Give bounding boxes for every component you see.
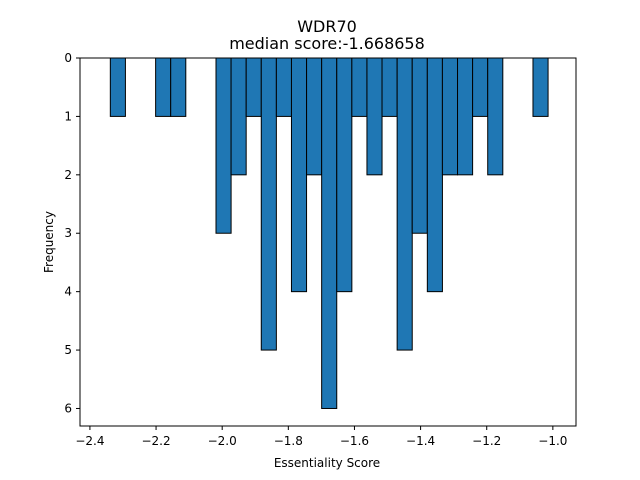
histogram-bar (260, 57, 277, 351)
histogram-bar (366, 57, 383, 176)
histogram-bar (290, 57, 308, 293)
histogram-bar (245, 57, 262, 117)
histogram-bar (411, 57, 428, 234)
x-tick-label: −2.2 (141, 434, 170, 448)
x-tick-label: −2.4 (75, 434, 104, 448)
y-tick-label: 2 (64, 168, 72, 182)
x-axis-label: Essentiality Score (274, 456, 380, 470)
histogram-bar (396, 57, 413, 351)
y-tick-label: 6 (64, 401, 72, 415)
y-tick-label: 1 (64, 109, 72, 123)
histogram-bar (230, 57, 247, 176)
histogram-bar (155, 57, 172, 117)
x-tick-label: −1.0 (538, 434, 567, 448)
x-tick-label: −1.6 (340, 434, 369, 448)
histogram-bar (487, 57, 504, 176)
histogram-bar (321, 57, 338, 409)
histogram-bar (381, 57, 398, 117)
bars-group (109, 57, 549, 409)
histogram-bar (170, 57, 187, 117)
y-tick-label: 0 (64, 51, 72, 65)
x-tick-label: −2.0 (208, 434, 237, 448)
histogram-bar (426, 57, 443, 293)
y-axis-label: Frequency (42, 211, 56, 273)
x-tick-label: −1.2 (472, 434, 501, 448)
plot-frame (79, 57, 577, 427)
chart-title: WDR70 (297, 17, 357, 36)
histogram-bar (351, 57, 368, 117)
histogram-bar (457, 57, 474, 176)
histogram-bar (441, 57, 459, 176)
histogram-bar (275, 57, 292, 117)
histogram-bar (532, 57, 549, 117)
y-tick-label: 3 (64, 226, 72, 240)
histogram-bar (306, 57, 323, 176)
histogram-bar (336, 57, 353, 293)
histogram-bar (472, 57, 489, 117)
x-tick-label: −1.8 (274, 434, 303, 448)
y-tick-label: 4 (64, 285, 72, 299)
x-axis: −2.4 −2.2 −2.0 −1.8 −1.6 −1.4 −1.2 −1.0 (75, 426, 567, 448)
x-tick-label: −1.4 (406, 434, 435, 448)
y-axis: 0 1 2 3 4 5 6 (64, 51, 80, 415)
y-tick-label: 5 (64, 343, 72, 357)
chart-subtitle: median score:-1.668658 (229, 34, 425, 53)
histogram-bar (109, 57, 126, 117)
histogram-bar (215, 57, 232, 234)
